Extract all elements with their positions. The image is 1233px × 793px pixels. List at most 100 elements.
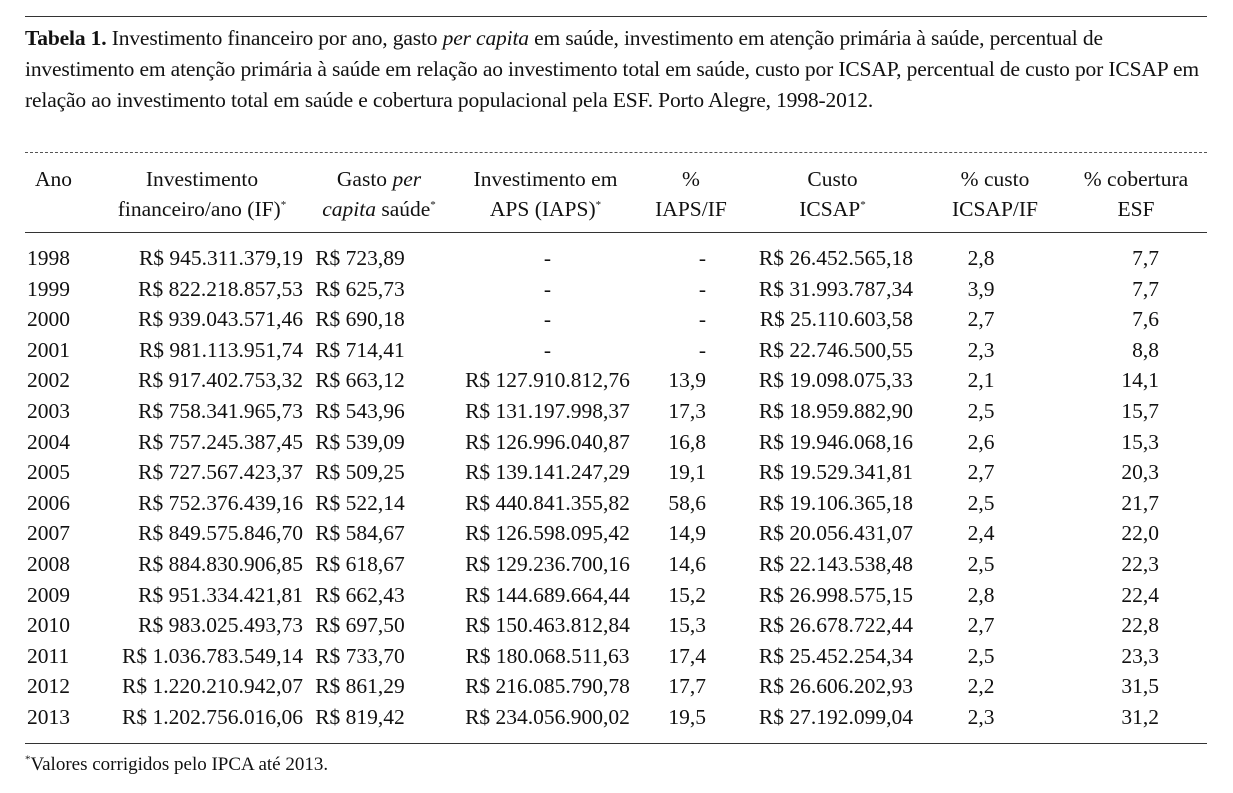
cell-pct-custo-icsap-if: 2,4 <box>967 521 995 546</box>
cell-investimento-financeiro: R$ 884.830.906,85 <box>138 551 303 576</box>
cell-ano: 2009 <box>27 582 70 607</box>
table-row: 1999 R$ 822.218.857,53 R$ 625,73 - - R$ 31.99… <box>25 274 1207 305</box>
cell-custo-icsap: R$ 31.993.787,34 <box>758 276 913 301</box>
top-rule <box>25 16 1207 17</box>
cell-ano: 2010 <box>27 613 70 638</box>
cell-investimento-aps: R$ 150.463.812,84 <box>465 613 630 638</box>
cell-pct-iaps-if: 14,9 <box>668 521 706 546</box>
cell-investimento-financeiro: R$ 758.341.965,73 <box>138 398 303 423</box>
footnote: *Valores corrigidos pelo IPCA até 2013. <box>25 752 328 778</box>
cell-custo-icsap: R$ 19.106.365,18 <box>758 490 913 515</box>
cell-investimento-financeiro: R$ 1.220.210.942,07 <box>122 674 303 699</box>
cell-pct-custo-icsap-if: 2,6 <box>967 429 995 454</box>
cell-pct-custo-icsap-if: 2,5 <box>967 551 995 576</box>
cell-investimento-financeiro: R$ 951.334.421,81 <box>138 582 303 607</box>
bottom-rule <box>25 743 1207 744</box>
cell-pct-iaps-if: 17,7 <box>668 674 706 699</box>
cell-pct-cobertura-esf: 21,7 <box>1121 490 1159 515</box>
footnote-mark: * <box>25 753 31 766</box>
cell-investimento-financeiro: R$ 981.113.951,74 <box>138 337 303 362</box>
cell-pct-cobertura-esf: 7,7 <box>1132 276 1159 301</box>
cell-ano: 2004 <box>27 429 70 454</box>
cell-gasto-per-capita: R$ 662,43 <box>315 582 405 607</box>
table-row: 2003 R$ 758.341.965,73 R$ 543,96 R$ 131.197… <box>25 396 1207 427</box>
table-row: 2012 R$ 1.220.210.942,07 R$ 861,29 R$ 216.0… <box>25 671 1207 702</box>
cell-investimento-financeiro: R$ 849.575.846,70 <box>138 521 303 546</box>
cell-pct-iaps-if: 15,2 <box>668 582 706 607</box>
table-row: 2006 R$ 752.376.439,16 R$ 522,14 R$ 440.841… <box>25 488 1207 519</box>
cell-investimento-aps: R$ 126.598.095,42 <box>465 521 630 546</box>
cell-investimento-aps: R$ 216.085.790,78 <box>465 674 630 699</box>
cell-gasto-per-capita: R$ 690,18 <box>315 307 405 332</box>
cell-ano: 2008 <box>27 551 70 576</box>
cell-investimento-financeiro: R$ 983.025.493,73 <box>138 613 303 638</box>
caption-text-part1: Investimento financeiro por ano, gasto <box>106 26 443 50</box>
table-body: 1998 R$ 945.311.379,19 R$ 723,89 - - R$ 26.45… <box>25 233 1207 733</box>
header-investimento-financeiro: Investimento financeiro/ano (IF)* <box>117 167 287 221</box>
cell-ano: 1999 <box>27 276 70 301</box>
cell-custo-icsap: R$ 26.998.575,15 <box>758 582 913 607</box>
cell-pct-custo-icsap-if: 2,1 <box>967 368 995 393</box>
cell-investimento-aps: R$ 126.996.040,87 <box>465 429 630 454</box>
data-table: Ano Investimento financeiro/ano (IF)* Ga… <box>25 160 1207 733</box>
cell-custo-icsap: R$ 20.056.431,07 <box>758 521 913 546</box>
cell-investimento-aps: R$ 180.068.511,63 <box>465 643 630 668</box>
cell-ano: 2005 <box>27 460 70 485</box>
cell-investimento-financeiro: R$ 822.218.857,53 <box>138 276 303 301</box>
cell-gasto-per-capita: R$ 522,14 <box>315 490 405 515</box>
cell-gasto-per-capita: R$ 663,12 <box>315 368 405 393</box>
header-ano: Ano <box>35 167 73 191</box>
cell-pct-custo-icsap-if: 2,5 <box>967 398 995 423</box>
cell-custo-icsap: R$ 18.959.882,90 <box>758 398 913 423</box>
cell-gasto-per-capita: R$ 714,41 <box>315 337 405 362</box>
cell-gasto-per-capita: R$ 723,89 <box>315 246 405 270</box>
cell-ano: 2013 <box>27 704 70 729</box>
cell-custo-icsap: R$ 22.746.500,55 <box>758 337 913 362</box>
cell-pct-iaps-if: 14,6 <box>668 551 706 576</box>
header-gasto-per-capita: Gasto per capita saúde* <box>322 167 436 221</box>
table-row: 2010 R$ 983.025.493,73 R$ 697,50 R$ 150.463… <box>25 610 1207 641</box>
cell-investimento-aps: R$ 234.056.900,02 <box>465 704 630 729</box>
cell-pct-iaps-if: 17,3 <box>668 398 706 423</box>
cell-pct-custo-icsap-if: 2,7 <box>967 307 995 332</box>
dashed-rule <box>25 152 1207 153</box>
cell-pct-iaps-if: 19,5 <box>668 704 706 729</box>
cell-gasto-per-capita: R$ 697,50 <box>315 613 405 638</box>
cell-custo-icsap: R$ 26.452.565,18 <box>758 246 913 270</box>
cell-investimento-financeiro: R$ 727.567.423,37 <box>138 460 303 485</box>
cell-pct-iaps-if: - <box>698 307 706 332</box>
cell-pct-cobertura-esf: 7,7 <box>1132 246 1159 270</box>
cell-pct-custo-icsap-if: 2,7 <box>967 460 995 485</box>
cell-pct-cobertura-esf: 23,3 <box>1121 643 1159 668</box>
cell-pct-iaps-if: - <box>698 246 706 270</box>
table-row: 2008 R$ 884.830.906,85 R$ 618,67 R$ 129.236… <box>25 549 1207 580</box>
cell-pct-iaps-if: - <box>698 337 706 362</box>
cell-pct-iaps-if: - <box>698 276 706 301</box>
caption-text-part2: em saúde, investimento em atenção primár… <box>25 26 1199 112</box>
cell-pct-iaps-if: 15,3 <box>668 613 706 638</box>
cell-pct-iaps-if: 19,1 <box>668 460 706 485</box>
cell-investimento-aps: R$ 440.841.355,82 <box>465 490 630 515</box>
cell-pct-cobertura-esf: 15,3 <box>1121 429 1159 454</box>
cell-pct-custo-icsap-if: 2,5 <box>967 490 995 515</box>
cell-pct-cobertura-esf: 20,3 <box>1121 460 1159 485</box>
table-row: 1998 R$ 945.311.379,19 R$ 723,89 - - R$ 26.45… <box>25 233 1207 274</box>
cell-gasto-per-capita: R$ 625,73 <box>315 276 405 301</box>
table-row: 2004 R$ 757.245.387,45 R$ 539,09 R$ 126.996… <box>25 427 1207 458</box>
header-row: Ano Investimento financeiro/ano (IF)* Ga… <box>25 160 1207 233</box>
cell-custo-icsap: R$ 19.098.075,33 <box>758 368 913 393</box>
cell-pct-custo-icsap-if: 2,2 <box>967 674 995 699</box>
cell-pct-cobertura-esf: 8,8 <box>1132 337 1159 362</box>
header-investimento-aps: Investimento em APS (IAPS)* <box>473 167 618 221</box>
cell-investimento-financeiro: R$ 917.402.753,32 <box>138 368 303 393</box>
cell-gasto-per-capita: R$ 539,09 <box>315 429 405 454</box>
cell-pct-cobertura-esf: 31,5 <box>1121 674 1159 699</box>
cell-pct-cobertura-esf: 14,1 <box>1121 368 1159 393</box>
cell-pct-custo-icsap-if: 3,9 <box>967 276 995 301</box>
cell-pct-custo-icsap-if: 2,8 <box>967 246 995 270</box>
cell-investimento-aps: - <box>543 307 552 332</box>
cell-custo-icsap: R$ 25.110.603,58 <box>759 307 913 332</box>
caption-italic-per-capita: per capita <box>442 26 529 50</box>
cell-pct-cobertura-esf: 22,4 <box>1121 582 1159 607</box>
cell-pct-custo-icsap-if: 2,8 <box>967 582 995 607</box>
